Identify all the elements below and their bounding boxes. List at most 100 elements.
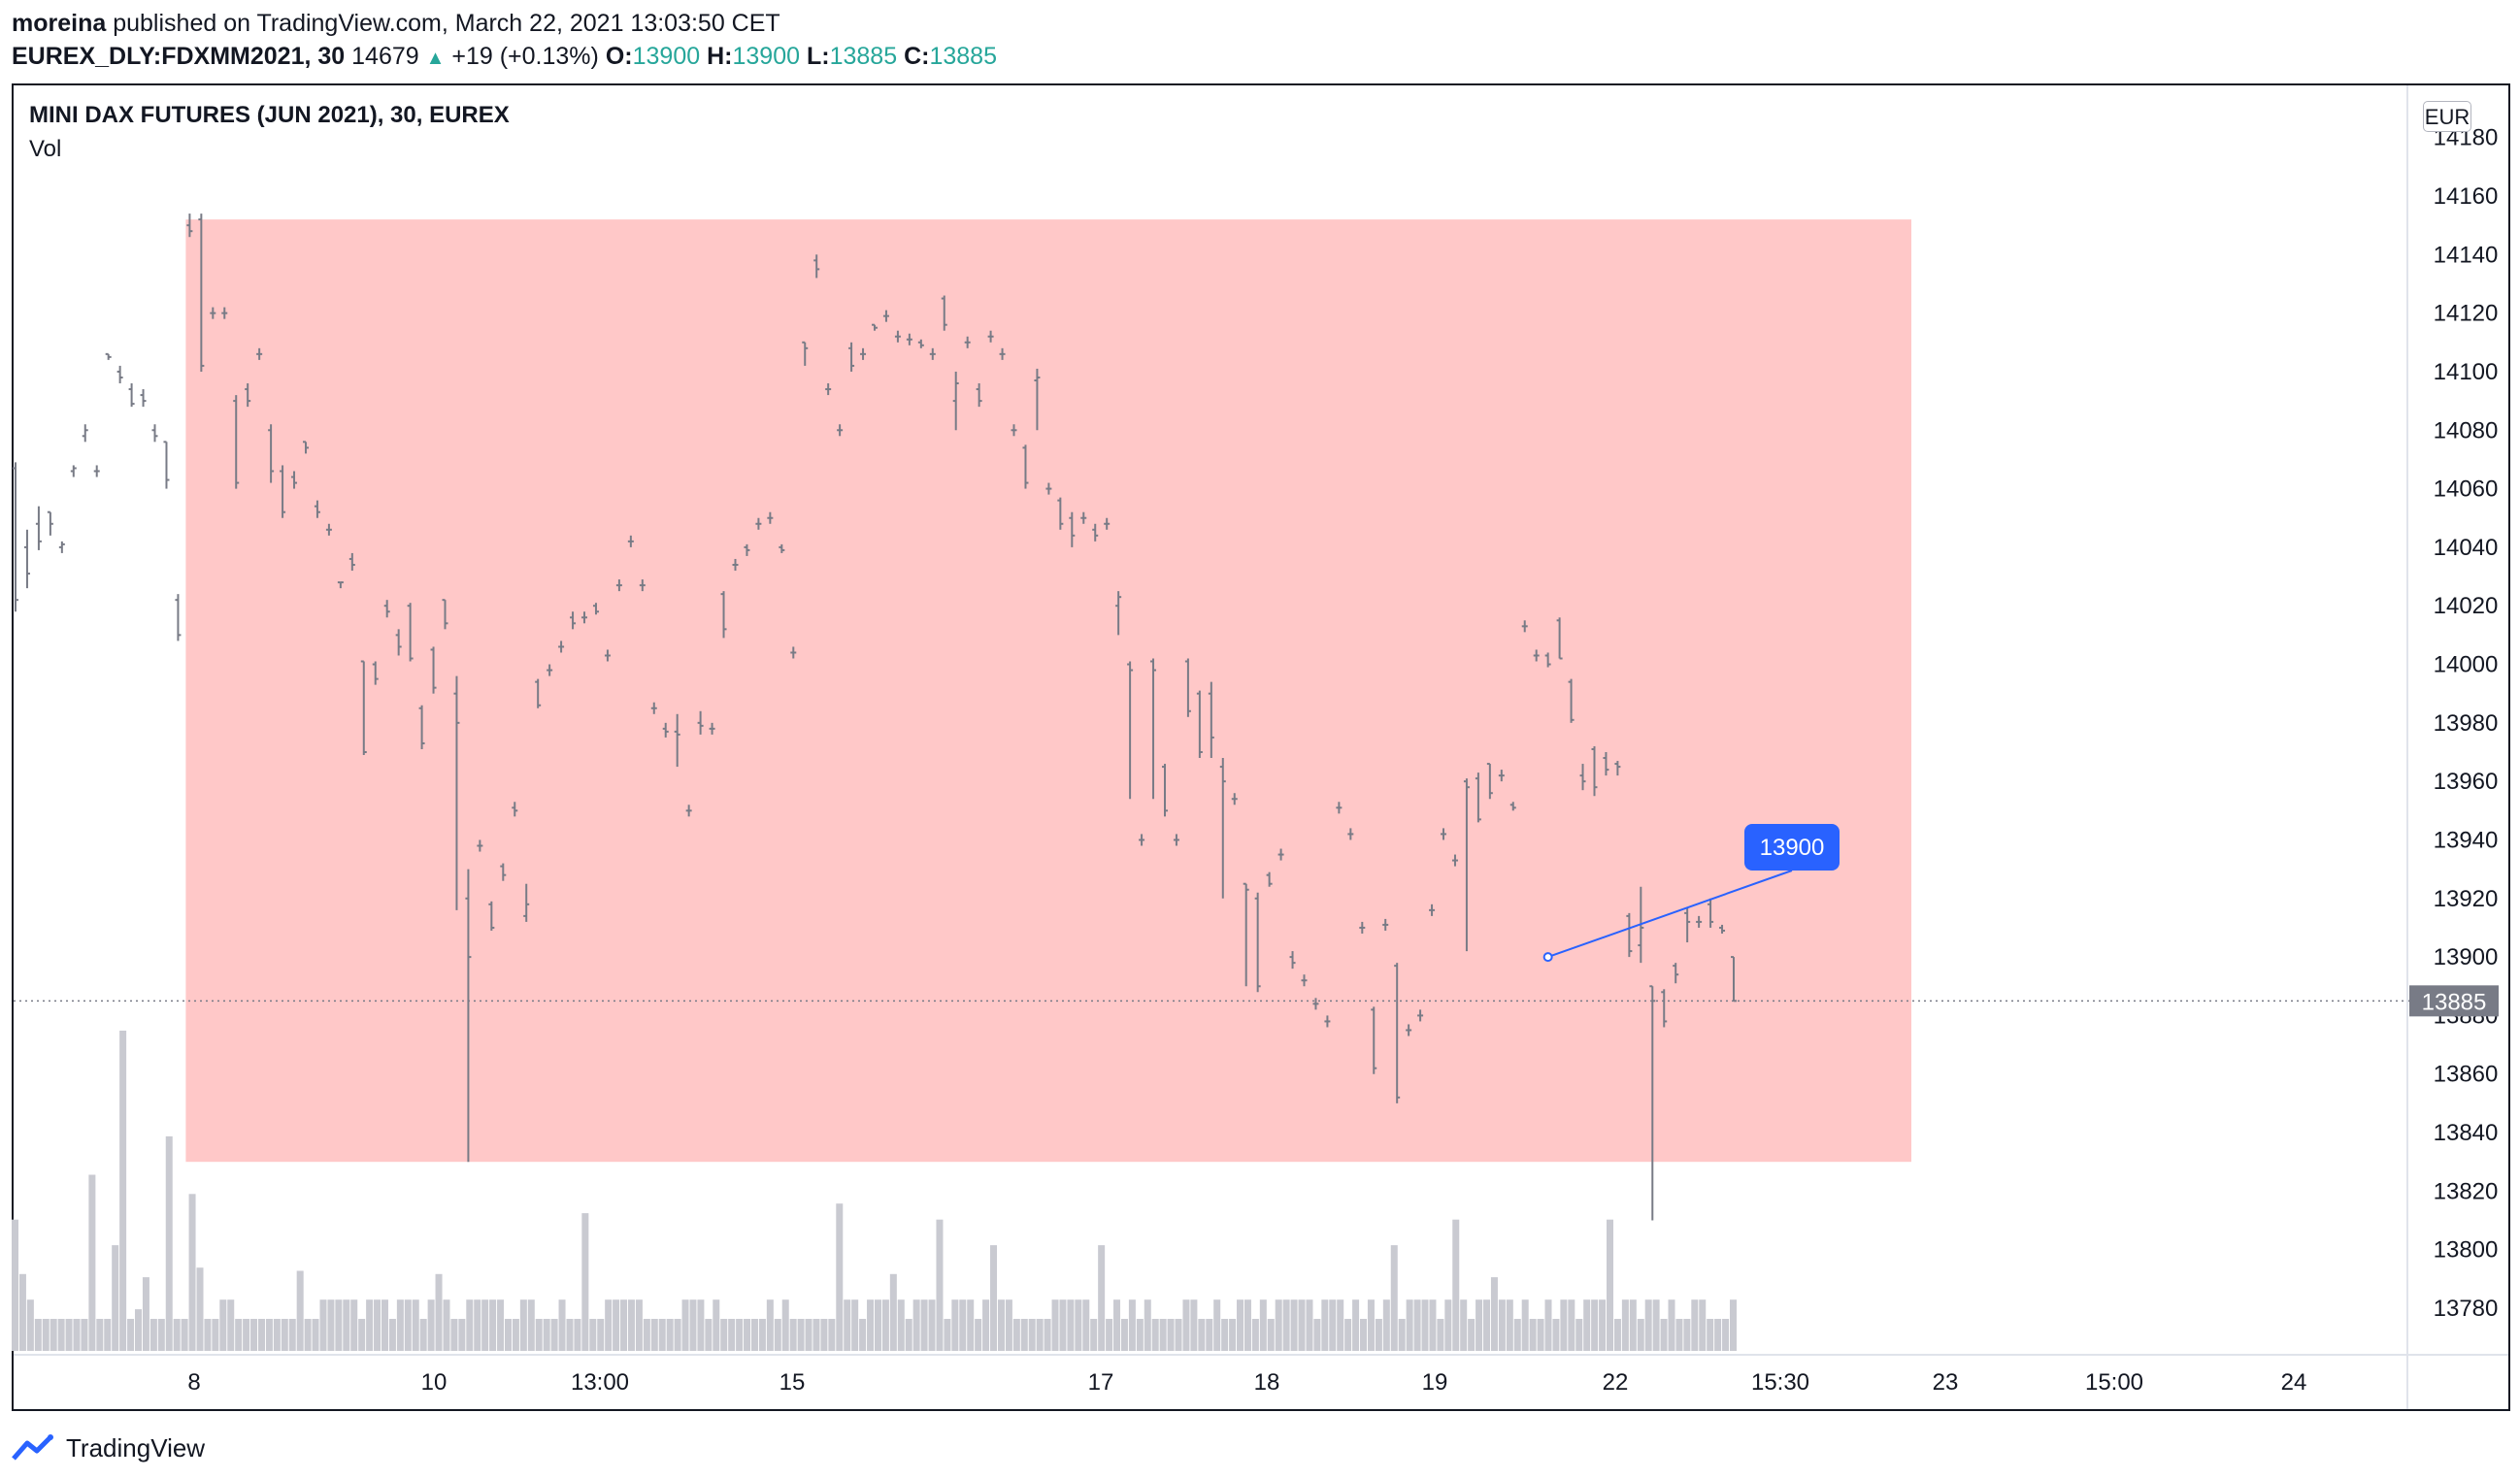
- ohlc-bar: [140, 389, 147, 408]
- volume-bar: [1375, 1319, 1382, 1351]
- volume-bar: [1251, 1319, 1259, 1351]
- volume-bar: [1544, 1299, 1552, 1351]
- volume-bar: [1568, 1299, 1575, 1351]
- volume-bar: [689, 1299, 697, 1351]
- ohlc-bar: [1359, 921, 1366, 934]
- ohlc-bar: [1022, 444, 1029, 489]
- ohlc-bar: [1173, 834, 1179, 846]
- volume-bar: [1707, 1319, 1714, 1351]
- time-tick-label: 22: [1603, 1369, 1629, 1396]
- volume-bar: [812, 1319, 820, 1351]
- volume-bar: [42, 1319, 50, 1351]
- ohlc-bar: [1231, 793, 1238, 805]
- ohlc-bar: [1441, 828, 1447, 840]
- ohlc-bar: [360, 660, 367, 756]
- volume-bar: [805, 1319, 812, 1351]
- ohlc-bar: [163, 441, 170, 489]
- volume-bar: [157, 1319, 165, 1351]
- ohlc-bar: [442, 599, 448, 630]
- footer-brand[interactable]: TradingView: [12, 1430, 205, 1465]
- volume-bar: [1552, 1319, 1560, 1351]
- ohlc-bar: [93, 465, 100, 477]
- volume-bar: [288, 1319, 296, 1351]
- volume-bar: [1275, 1299, 1282, 1351]
- volume-bar: [736, 1319, 744, 1351]
- volume-bar: [381, 1299, 388, 1351]
- ohlc-bar: [894, 330, 901, 343]
- up-triangle-icon: ▲: [425, 48, 446, 69]
- callout-label: 13900: [1760, 835, 1825, 861]
- ohlc-bar: [547, 664, 553, 676]
- volume-bar: [396, 1299, 404, 1351]
- ohlc-bar: [1045, 482, 1052, 495]
- volume-bar: [181, 1319, 188, 1351]
- ohlc-bar: [1150, 658, 1157, 800]
- ohlc-bar: [1719, 924, 1726, 934]
- volume-bar: [358, 1319, 366, 1351]
- ohlc-bar: [268, 424, 275, 483]
- volume-bar: [635, 1299, 643, 1351]
- volume-bar: [912, 1299, 920, 1351]
- time-tick-label: 15: [779, 1369, 806, 1396]
- ohlc-bar: [1336, 802, 1343, 814]
- volume-bar: [1675, 1319, 1683, 1351]
- volume-bar: [1629, 1299, 1637, 1351]
- volume-bar: [1583, 1299, 1591, 1351]
- volume-bar: [627, 1299, 635, 1351]
- volume-bar: [26, 1299, 34, 1351]
- volume-bar: [1113, 1299, 1121, 1351]
- time-tick-label: 13:00: [571, 1369, 629, 1396]
- volume-bar: [388, 1319, 396, 1351]
- ohlc-bar: [1277, 848, 1284, 861]
- volume-bar: [235, 1319, 243, 1351]
- ohlc-bar: [58, 541, 65, 553]
- time-tick-label: 8: [187, 1369, 200, 1396]
- volume-bar: [658, 1319, 666, 1351]
- ohlc-bar: [929, 347, 936, 360]
- currency-button[interactable]: EUR: [2423, 101, 2471, 132]
- ohlc-bar: [1208, 681, 1214, 759]
- ohlc-bar: [1544, 652, 1551, 668]
- volume-bar: [165, 1135, 173, 1351]
- time-tick-label: 24: [2281, 1369, 2307, 1396]
- ohlc-bar: [1069, 511, 1076, 547]
- volume-bar: [1337, 1299, 1344, 1351]
- volume-bar: [1120, 1319, 1128, 1351]
- ohlc-bar: [615, 579, 622, 592]
- volume-bar: [1591, 1299, 1599, 1351]
- volume-bar: [527, 1299, 535, 1351]
- volume-bar: [1521, 1299, 1529, 1351]
- volume-bar: [990, 1245, 998, 1351]
- open-value: 13900: [632, 43, 701, 70]
- volume-bar: [1730, 1299, 1737, 1351]
- volume-bar: [1167, 1319, 1175, 1351]
- volume-bar: [1144, 1299, 1151, 1351]
- volume-bar: [1382, 1299, 1390, 1351]
- ohlc-bar: [1579, 764, 1586, 791]
- volume-bar: [681, 1299, 689, 1351]
- ohlc-bar: [151, 424, 158, 443]
- volume-bar: [1599, 1299, 1607, 1351]
- ohlc-bar: [233, 395, 240, 489]
- ohlc-bar: [1347, 828, 1354, 840]
- volume-bar: [928, 1299, 936, 1351]
- volume-bar: [1190, 1299, 1198, 1351]
- price-tick-label: 14140: [2434, 242, 2499, 268]
- highlight-zone: [185, 219, 1912, 1163]
- ohlc-bar: [291, 471, 298, 489]
- volume-bar: [674, 1319, 681, 1351]
- volume-bar: [497, 1299, 505, 1351]
- volume-bar: [1360, 1319, 1368, 1351]
- ohlc-bar: [1556, 617, 1563, 660]
- time-tick-label: 19: [1422, 1369, 1448, 1396]
- volume-bar: [73, 1319, 81, 1351]
- volume-bar: [820, 1319, 828, 1351]
- volume-bar: [1490, 1277, 1498, 1351]
- volume-bar: [450, 1319, 458, 1351]
- ohlc-bar: [1591, 745, 1598, 797]
- callout-box: [1744, 824, 1840, 871]
- ohlc-bar: [1243, 882, 1249, 987]
- volume-bar: [1098, 1245, 1106, 1351]
- volume-bar: [57, 1319, 65, 1351]
